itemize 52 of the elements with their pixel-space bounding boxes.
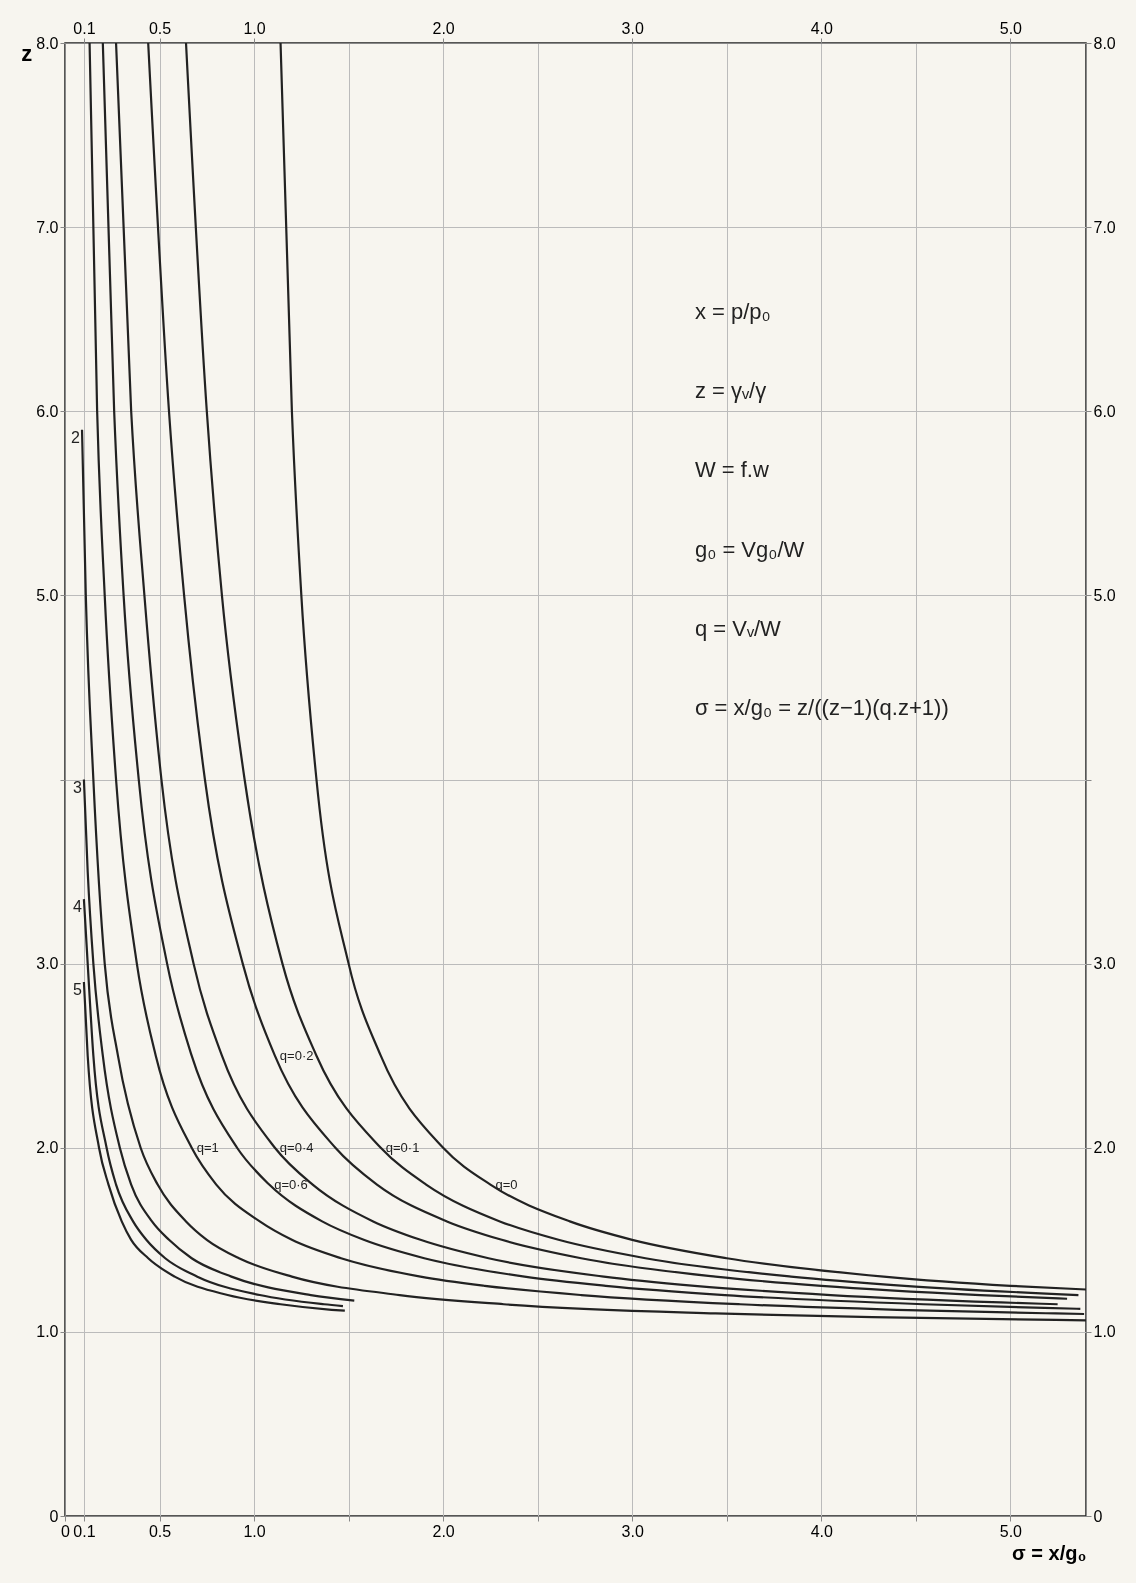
x-tick-label: 2.0 xyxy=(432,1522,455,1540)
y2-tick-label: 7.0 xyxy=(1093,218,1116,236)
annotation: W = f.w xyxy=(694,457,769,483)
x2-tick-label: 2.0 xyxy=(432,19,455,37)
x-tick-label: 4.0 xyxy=(810,1522,834,1540)
x-axis-title: σ = x/g₀ xyxy=(1012,1541,1087,1564)
x-tick-label: 0.1 xyxy=(73,1522,96,1540)
x-tick-label: 3.0 xyxy=(621,1522,644,1540)
annotation: σ = x/g₀ = z/((z−1)(q.z+1)) xyxy=(694,694,949,720)
x2-tick-label: 0.1 xyxy=(73,19,96,37)
y-axis-title: z xyxy=(21,40,33,66)
y-tick-label: 2.0 xyxy=(36,1139,59,1157)
series-label: 4 xyxy=(73,898,82,916)
y-tick-label: 7.0 xyxy=(36,218,59,236)
annotation: q = Vᵥ/W xyxy=(694,615,782,641)
y-tick-label: 3.0 xyxy=(36,955,59,973)
x-tick-label: 5.0 xyxy=(999,1522,1023,1540)
y2-tick-label: 5.0 xyxy=(1093,586,1116,604)
line-series xyxy=(82,778,356,1302)
series-label: 2 xyxy=(71,428,81,446)
y2-tick-label: 1.0 xyxy=(1093,1323,1116,1341)
series-label: 5 xyxy=(73,981,82,999)
y-tick-label: 1.0 xyxy=(36,1323,59,1341)
line-series xyxy=(82,980,346,1312)
y2-tick-label: 2.0 xyxy=(1093,1139,1116,1157)
x2-tick-label: 3.0 xyxy=(621,19,644,37)
y2-tick-label: 6.0 xyxy=(1093,402,1116,420)
y2-tick-label: 8.0 xyxy=(1093,34,1116,52)
y-tick-label: 0 xyxy=(49,1507,59,1525)
y-tick-label: 8.0 xyxy=(36,34,59,52)
y2-tick-label: 3.0 xyxy=(1093,955,1116,973)
series-label: q=1 xyxy=(196,1139,219,1155)
y2-tick-label: 0 xyxy=(1093,1507,1103,1525)
series-label: q=0 xyxy=(495,1176,518,1192)
x2-tick-label: 4.0 xyxy=(810,19,834,37)
series-label: 3 xyxy=(73,778,82,796)
annotation: x = p/p₀ xyxy=(694,299,771,325)
x2-tick-label: 1.0 xyxy=(243,19,266,37)
x2-tick-label: 5.0 xyxy=(999,19,1023,37)
y-tick-label: 5.0 xyxy=(36,586,59,604)
x-tick-label: 0 xyxy=(61,1522,71,1540)
series-label: q=0·6 xyxy=(274,1176,308,1192)
series-label: q=0·1 xyxy=(385,1139,420,1155)
series-label: q=0·4 xyxy=(279,1139,314,1155)
x-tick-label: 1.0 xyxy=(243,1522,266,1540)
annotation: g₀ = Vg₀/W xyxy=(694,536,805,562)
x-tick-label: 0.5 xyxy=(148,1522,172,1540)
annotation: z = γᵥ/γ xyxy=(694,378,767,404)
x2-tick-label: 0.5 xyxy=(148,19,172,37)
series-label: q=0·2 xyxy=(279,1047,314,1063)
y-tick-label: 6.0 xyxy=(36,402,59,420)
line-series xyxy=(82,898,345,1308)
